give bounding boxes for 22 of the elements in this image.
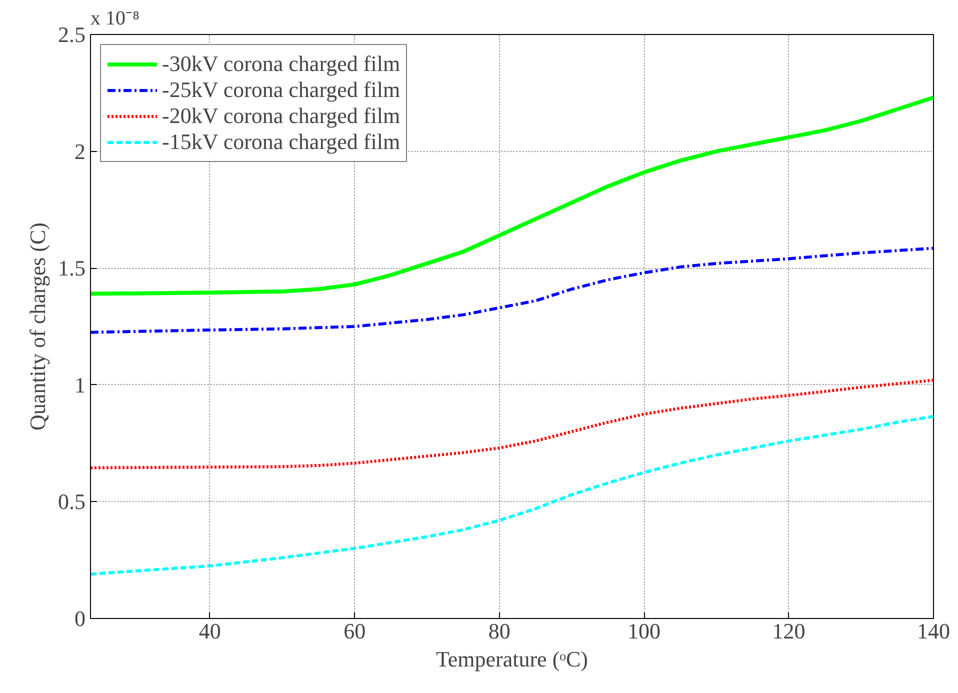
y-tick-label: 1 bbox=[74, 372, 86, 398]
x-axis-title: Temperature (ᵒC) bbox=[436, 646, 588, 672]
y-tick-label: 2 bbox=[74, 138, 86, 164]
legend-label: -25kV corona charged film bbox=[162, 77, 400, 103]
x-tick-label: 40 bbox=[198, 618, 221, 644]
text: x 10⁻⁸ bbox=[90, 8, 140, 30]
legend-label: -30kV corona charged film bbox=[162, 51, 400, 77]
legend-label: -15kV corona charged film bbox=[162, 129, 400, 155]
legend-label: -20kV corona charged film bbox=[162, 103, 400, 129]
y-tick-label: 1.5 bbox=[58, 256, 86, 281]
x-tick-label: 60 bbox=[344, 618, 366, 644]
y-tick-label: 0 bbox=[74, 606, 86, 631]
y-tick-label: 2.5 bbox=[58, 22, 86, 47]
line-series bbox=[90, 414, 934, 576]
line-series bbox=[90, 378, 934, 470]
line-series bbox=[90, 246, 934, 334]
y-axis-title: Quantity of charges (C) bbox=[25, 222, 50, 430]
x-tick-label: 100 bbox=[628, 618, 661, 644]
x-tick-label: 80 bbox=[488, 618, 510, 644]
x-tick-label: 120 bbox=[772, 618, 806, 644]
x-tick-label: 140 bbox=[917, 618, 950, 644]
y-tick-label: 0.5 bbox=[58, 489, 86, 514]
